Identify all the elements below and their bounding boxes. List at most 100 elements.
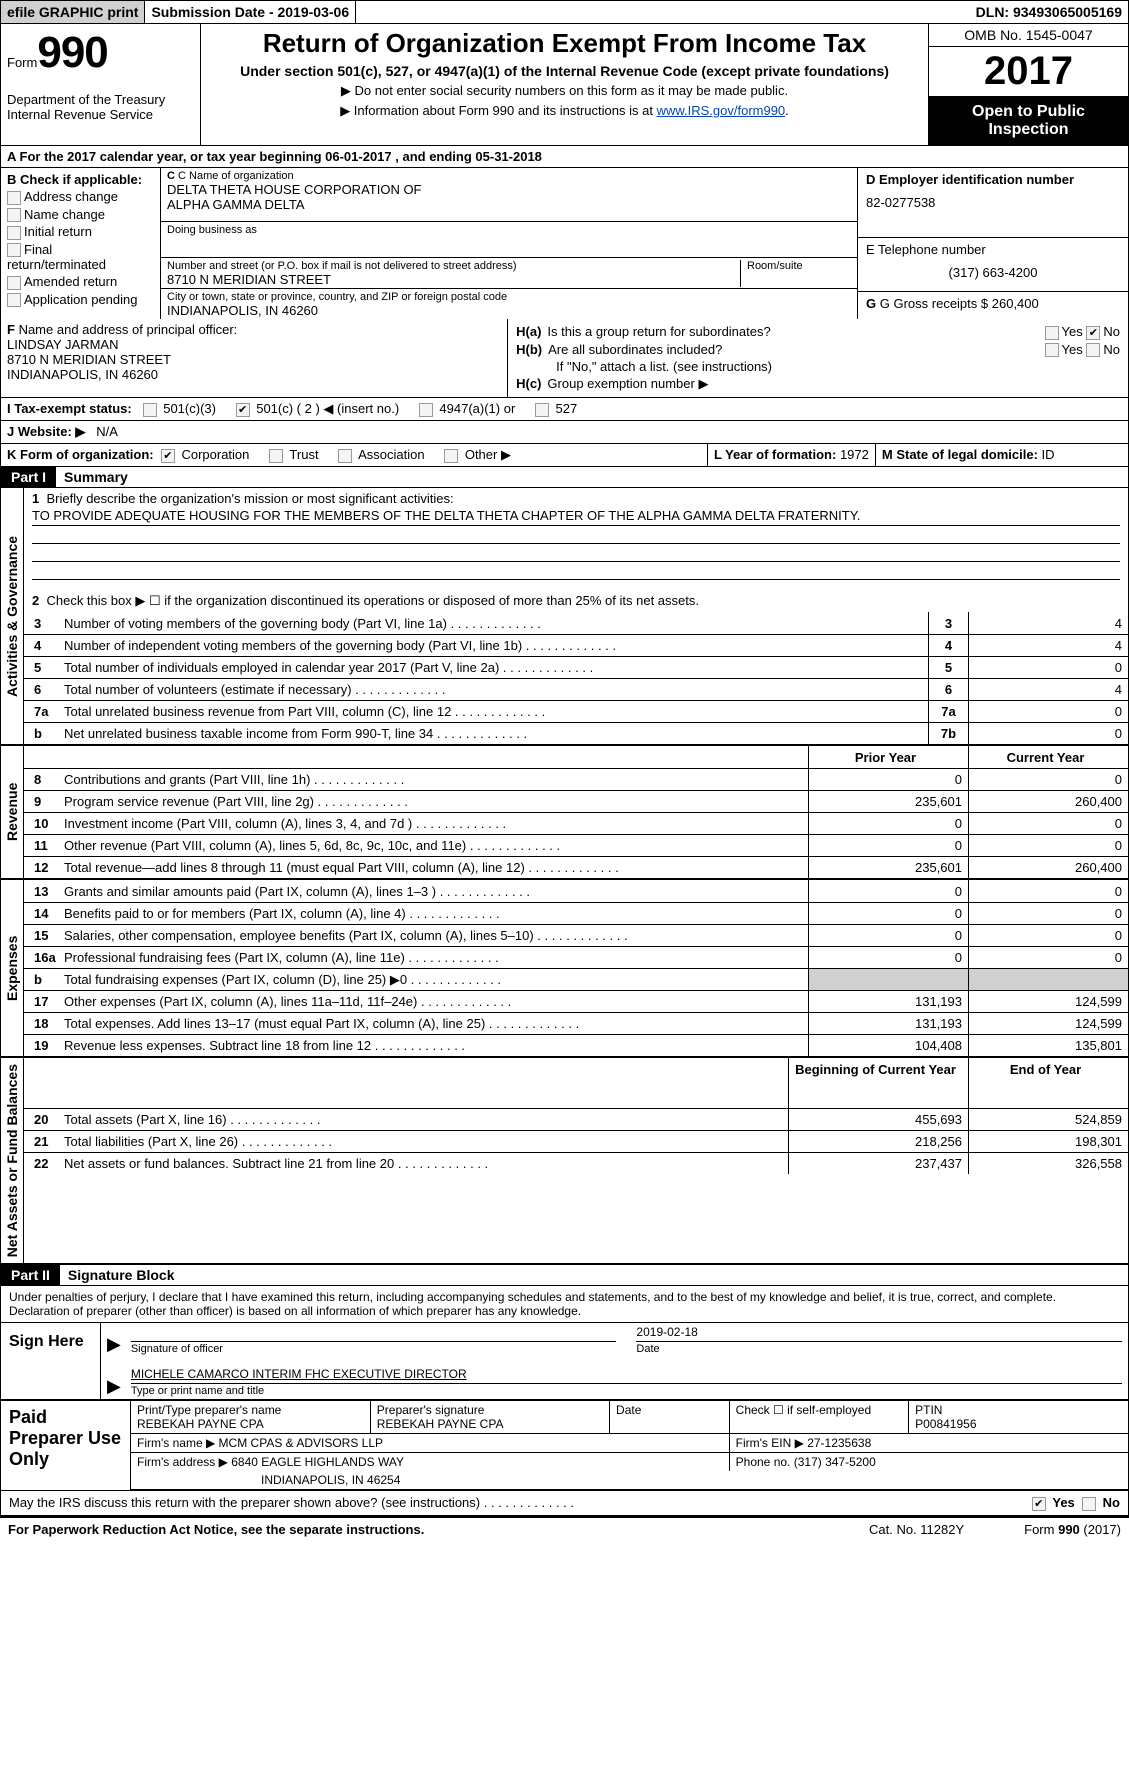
ssn-note: ▶ Do not enter social security numbers o… bbox=[211, 83, 918, 99]
mission-text: TO PROVIDE ADEQUATE HOUSING FOR THE MEMB… bbox=[32, 506, 1120, 526]
summary-row: 7a Total unrelated business revenue from… bbox=[24, 700, 1128, 722]
summary-row: 3 Number of voting members of the govern… bbox=[24, 612, 1128, 634]
exp-vlabel: Expenses bbox=[1, 880, 24, 1056]
addr-label: Number and street (or P.O. box if mail i… bbox=[167, 260, 734, 272]
summary-row: 13 Grants and similar amounts paid (Part… bbox=[24, 880, 1128, 902]
summary-row: 16a Professional fundraising fees (Part … bbox=[24, 946, 1128, 968]
hb-note: If "No," attach a list. (see instruction… bbox=[516, 359, 1120, 374]
rev-section: Revenue Prior Year Current Year 8 Contri… bbox=[0, 746, 1129, 880]
header-right: OMB No. 1545-0047 2017 Open to Public In… bbox=[928, 24, 1128, 145]
dln: DLN: 93493065005169 bbox=[970, 1, 1128, 23]
hc-text: Group exemption number ▶ bbox=[547, 376, 708, 392]
officer-addr: 8710 N MERIDIAN STREET bbox=[7, 352, 501, 367]
gov-section: Activities & Governance 1 Briefly descri… bbox=[0, 488, 1129, 746]
hb-yes[interactable]: Yes bbox=[1045, 342, 1083, 358]
chk-initial-return[interactable]: Initial return bbox=[7, 224, 154, 240]
summary-row: 19 Revenue less expenses. Subtract line … bbox=[24, 1034, 1128, 1056]
chk-address-change[interactable]: Address change bbox=[7, 189, 154, 205]
website: N/A bbox=[96, 424, 118, 439]
chk-corp[interactable]: ✔ Corporation bbox=[161, 447, 250, 462]
tel-value: (317) 663-4200 bbox=[866, 265, 1120, 280]
end-year-head: End of Year bbox=[968, 1058, 1128, 1080]
chk-amended[interactable]: Amended return bbox=[7, 274, 154, 290]
ha-no[interactable]: ✔No bbox=[1086, 324, 1120, 340]
summary-row: 9 Program service revenue (Part VIII, li… bbox=[24, 790, 1128, 812]
officer-name-title: MICHELE CAMARCO INTERIM FHC EXECUTIVE DI… bbox=[131, 1367, 1122, 1383]
section-b-label: B Check if applicable: bbox=[7, 172, 154, 187]
summary-row: 6 Total number of volunteers (estimate i… bbox=[24, 678, 1128, 700]
perjury-statement: Under penalties of perjury, I declare th… bbox=[1, 1286, 1128, 1323]
ein-value: 82-0277538 bbox=[866, 195, 1120, 210]
paid-preparer-label: Paid Preparer Use Only bbox=[1, 1401, 131, 1490]
gross-label: G bbox=[866, 296, 876, 311]
sections-bcd: B Check if applicable: Address change Na… bbox=[0, 168, 1129, 319]
officer-name: LINDSAY JARMAN bbox=[7, 337, 501, 352]
prior-year-head: Prior Year bbox=[808, 746, 968, 768]
section-deg: D Employer identification number 82-0277… bbox=[858, 168, 1128, 319]
summary-row: 20 Total assets (Part X, line 16) 455,69… bbox=[24, 1108, 1128, 1130]
gross-receipts: 260,400 bbox=[992, 296, 1039, 311]
sections-fh: F Name and address of principal officer:… bbox=[0, 319, 1129, 398]
summary-row: b Net unrelated business taxable income … bbox=[24, 722, 1128, 744]
irs-link[interactable]: www.IRS.gov/form990 bbox=[657, 103, 786, 118]
sig-arrow-2: ▶ bbox=[107, 1376, 121, 1397]
part-i-num: Part I bbox=[1, 467, 56, 487]
tax-year: 2017 bbox=[929, 47, 1128, 97]
summary-row: 8 Contributions and grants (Part VIII, l… bbox=[24, 768, 1128, 790]
section-b: B Check if applicable: Address change Na… bbox=[1, 168, 161, 319]
chk-other[interactable]: Other ▶ bbox=[444, 447, 511, 462]
summary-row: 12 Total revenue—add lines 8 through 11 … bbox=[24, 856, 1128, 878]
self-employed-check[interactable]: Check ☐ if self-employed bbox=[736, 1403, 871, 1417]
return-subtitle: Under section 501(c), 527, or 4947(a)(1)… bbox=[211, 63, 918, 79]
chk-501c3[interactable]: 501(c)(3) bbox=[143, 401, 216, 416]
summary-row: 22 Net assets or fund balances. Subtract… bbox=[24, 1152, 1128, 1174]
ein-label: D Employer identification number bbox=[866, 172, 1120, 187]
chk-4947[interactable]: 4947(a)(1) or bbox=[419, 401, 516, 416]
omb-number: OMB No. 1545-0047 bbox=[929, 24, 1128, 47]
gov-vlabel: Activities & Governance bbox=[1, 488, 24, 744]
officer-label: F Name and address of principal officer: bbox=[7, 322, 501, 337]
return-title: Return of Organization Exempt From Incom… bbox=[211, 28, 918, 59]
name-title-label: Type or print name and title bbox=[131, 1383, 1122, 1397]
form-word: Form bbox=[7, 55, 37, 70]
part-i-header: Part I Summary bbox=[0, 467, 1129, 488]
room-label: Room/suite bbox=[747, 260, 851, 272]
begin-year-head: Beginning of Current Year bbox=[788, 1058, 968, 1080]
hb-no[interactable]: No bbox=[1086, 342, 1120, 358]
part-ii-title: Signature Block bbox=[60, 1265, 1128, 1285]
org-name-2: ALPHA GAMMA DELTA bbox=[167, 197, 851, 212]
chk-501c[interactable]: ✔ 501(c) ( 2 ) ◀ (insert no.) bbox=[236, 401, 400, 416]
city-state-zip: INDIANAPOLIS, IN 46260 bbox=[167, 303, 851, 318]
top-bar: efile GRAPHIC print Submission Date - 20… bbox=[0, 0, 1129, 24]
sig-arrow-1: ▶ bbox=[107, 1334, 121, 1355]
section-j: J Website: ▶ N/A bbox=[0, 421, 1129, 444]
section-i: I Tax-exempt status: 501(c)(3) ✔ 501(c) … bbox=[0, 398, 1129, 421]
ha-yes[interactable]: Yes bbox=[1045, 324, 1083, 340]
hb-text: Are all subordinates included? bbox=[548, 342, 1044, 357]
net-section: Net Assets or Fund Balances Beginning of… bbox=[0, 1058, 1129, 1265]
chk-app-pending[interactable]: Application pending bbox=[7, 292, 154, 308]
discuss-yes[interactable]: ✔ Yes bbox=[1032, 1495, 1075, 1511]
part-ii-num: Part II bbox=[1, 1265, 60, 1285]
efile-print-btn[interactable]: efile GRAPHIC print bbox=[1, 1, 145, 23]
ha-text: Is this a group return for subordinates? bbox=[547, 324, 1044, 339]
org-name-label: C C Name of organization bbox=[167, 170, 851, 182]
summary-row: 10 Investment income (Part VIII, column … bbox=[24, 812, 1128, 834]
summary-row: 4 Number of independent voting members o… bbox=[24, 634, 1128, 656]
page-footer: For Paperwork Reduction Act Notice, see … bbox=[0, 1516, 1129, 1541]
chk-trust[interactable]: Trust bbox=[269, 447, 319, 462]
dept-treasury: Department of the Treasury bbox=[7, 92, 194, 107]
chk-name-change[interactable]: Name change bbox=[7, 207, 154, 223]
summary-row: 18 Total expenses. Add lines 13–17 (must… bbox=[24, 1012, 1128, 1034]
firm-addr2: INDIANAPOLIS, IN 46254 bbox=[261, 1473, 400, 1487]
summary-row: 17 Other expenses (Part IX, column (A), … bbox=[24, 990, 1128, 1012]
chk-assoc[interactable]: Association bbox=[338, 447, 424, 462]
chk-527[interactable]: 527 bbox=[535, 401, 577, 416]
summary-row: 14 Benefits paid to or for members (Part… bbox=[24, 902, 1128, 924]
irs: Internal Revenue Service bbox=[7, 107, 194, 122]
sig-date: 2019-02-18 bbox=[636, 1325, 1122, 1341]
net-vlabel: Net Assets or Fund Balances bbox=[1, 1058, 24, 1263]
discuss-no[interactable]: No bbox=[1082, 1495, 1120, 1511]
discuss-row: May the IRS discuss this return with the… bbox=[1, 1490, 1128, 1515]
chk-final-return[interactable]: Final return/terminated bbox=[7, 242, 154, 273]
